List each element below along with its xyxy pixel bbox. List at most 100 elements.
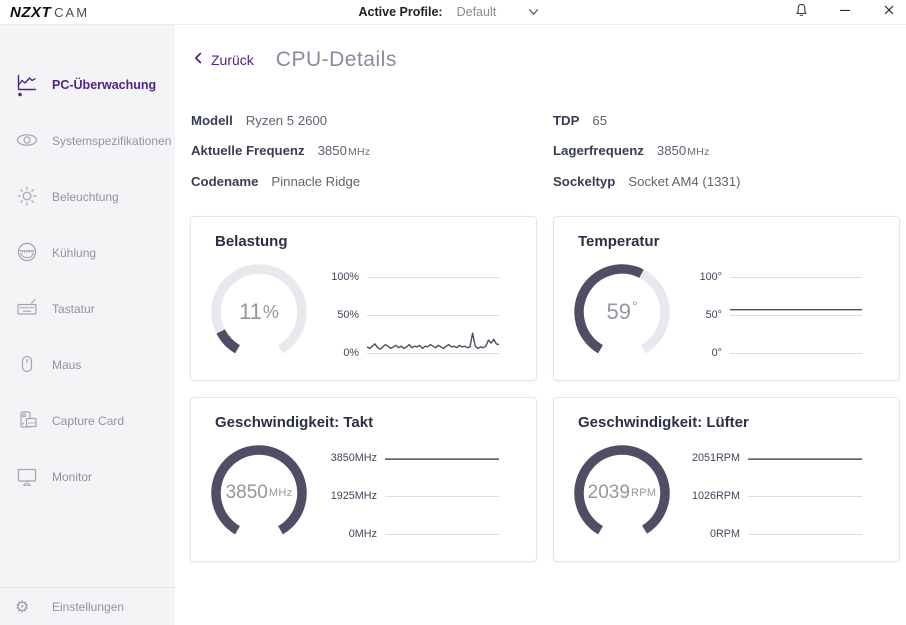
- page-header: Zurück CPU-Details: [191, 48, 397, 72]
- temperature-history-chart: 100° 50° 0°: [688, 271, 862, 359]
- gauge-value: 59: [606, 299, 631, 324]
- minimize-icon: [837, 2, 853, 23]
- metric-card-temperature: Temperatur 59 ° 100° 50° 0°: [553, 216, 900, 381]
- sidebar-item-lighting[interactable]: Beleuchtung: [0, 179, 175, 215]
- mouse-icon: [15, 352, 39, 379]
- sidebar-item-label: Einstellungen: [52, 599, 125, 614]
- eye-icon: [15, 128, 39, 155]
- active-profile-dropdown[interactable]: Active Profile: Default: [359, 5, 541, 19]
- gear-icon: ⚙: [15, 596, 30, 616]
- specs-column-left: Modell Ryzen 5 2600 Aktuelle Frequenz 38…: [191, 112, 370, 203]
- fan-history-chart: 2051RPM 1026RPM 0RPM: [688, 452, 862, 540]
- spec-socket-type: Sockeltyp Socket AM4 (1331): [553, 173, 740, 191]
- titlebar: NZXT CAM Active Profile: Default: [0, 0, 906, 25]
- spec-tdp: TDP 65: [553, 112, 740, 130]
- spec-label: Codename: [191, 174, 259, 189]
- sun-icon: [15, 184, 39, 211]
- cooling-icon: [15, 240, 39, 267]
- metric-card-fan-speed: Geschwindigkeit: Lüfter 2039 RPM 2051RPM…: [553, 397, 900, 562]
- monitor-icon: [15, 464, 39, 491]
- back-label: Zurück: [211, 52, 254, 68]
- spec-value: Ryzen 5 2600: [245, 113, 328, 128]
- svg-text:NZXT: NZXT: [28, 420, 36, 424]
- notifications-button[interactable]: [790, 2, 812, 23]
- spec-label: Lagerfrequenz: [553, 143, 644, 158]
- page-title: CPU-Details: [275, 48, 397, 71]
- sidebar-item-cooling[interactable]: Kühlung: [0, 235, 175, 271]
- axis-tick: 1026RPM: [691, 490, 740, 502]
- gauge-value: 11: [239, 299, 262, 324]
- sidebar-item-keyboard[interactable]: Tastatur: [0, 291, 175, 327]
- load-history-chart: 100% 50% 0%: [325, 271, 499, 359]
- sidebar-item-label: PC-Überwachung: [52, 78, 157, 92]
- spec-value: Socket AM4 (1331): [628, 174, 741, 189]
- line-chart-icon: [15, 72, 39, 99]
- sidebar-item-monitor[interactable]: Monitor: [0, 459, 175, 495]
- axis-tick: 0°: [711, 347, 722, 359]
- spec-unit: MHz: [347, 146, 371, 158]
- axis-tick: 100°: [699, 271, 722, 283]
- load-gauge: 11 %: [209, 262, 309, 362]
- spec-value: 65: [592, 113, 608, 128]
- axis-tick: 1925MHz: [330, 490, 377, 502]
- spec-label: Sockeltyp: [553, 174, 616, 189]
- spec-label: Modell: [191, 113, 233, 128]
- spec-current-frequency: Aktuelle Frequenz 3850 MHz: [191, 142, 370, 161]
- close-button[interactable]: [878, 2, 900, 23]
- logo-text-cam: CAM: [54, 4, 90, 20]
- sidebar-item-label: Kühlung: [52, 246, 97, 260]
- axis-tick: 0%: [343, 347, 359, 359]
- chevron-left-icon: [191, 50, 207, 71]
- sidebar: PC-Überwachung Systemspezifikationen Bel…: [0, 25, 175, 625]
- sidebar-item-label: Maus: [52, 358, 82, 372]
- spec-unit: MHz: [687, 146, 710, 158]
- spec-value: Pinnacle Ridge: [271, 174, 361, 189]
- axis-tick: 50°: [705, 309, 722, 321]
- gauge-unit: MHz: [268, 487, 293, 499]
- axis-tick: 50%: [337, 309, 359, 321]
- specs-column-right: TDP 65 Lagerfrequenz 3850 MHz Sockeltyp …: [553, 112, 740, 203]
- metric-card-clock-speed: Geschwindigkeit: Takt 3850 MHz 3850MHz 1…: [190, 397, 537, 562]
- metric-card-load: Belastung 11 % 100% 50% 0%: [190, 216, 537, 381]
- spec-label: TDP: [553, 113, 580, 128]
- gauge-unit: RPM: [630, 487, 657, 499]
- axis-tick: 0RPM: [710, 528, 740, 540]
- main-content: Zurück CPU-Details Modell Ryzen 5 2600 A…: [175, 25, 906, 625]
- sidebar-item-label: Systemspezifikationen: [52, 134, 172, 148]
- sidebar-item-capture-card[interactable]: NZXT Capture Card: [0, 403, 175, 439]
- axis-tick: 100%: [331, 271, 359, 283]
- sidebar-item-system-specs[interactable]: Systemspezifikationen: [0, 123, 175, 159]
- spec-stock-frequency: Lagerfrequenz 3850 MHz: [553, 142, 740, 161]
- sidebar-item-label: Beleuchtung: [52, 190, 119, 204]
- minimize-button[interactable]: [834, 2, 856, 23]
- axis-tick: 3850MHz: [330, 452, 377, 464]
- sidebar-item-label: Tastatur: [52, 302, 95, 316]
- active-profile-label: Active Profile:: [358, 5, 443, 19]
- gauge-unit: %: [262, 301, 279, 322]
- sidebar-item-label: Capture Card: [52, 414, 125, 428]
- sidebar-item-settings[interactable]: ⚙ Einstellungen: [0, 587, 175, 625]
- gauge-value: 3850: [225, 482, 268, 503]
- gauge-unit: °: [631, 298, 638, 314]
- card-title: Geschwindigkeit: Lüfter: [578, 414, 749, 431]
- card-title: Temperatur: [578, 233, 660, 250]
- capture-card-icon: NZXT: [15, 408, 39, 435]
- clock-history-chart: 3850MHz 1925MHz 0MHz: [325, 452, 499, 540]
- back-button[interactable]: Zurück: [191, 50, 254, 71]
- sidebar-item-label: Monitor: [52, 470, 93, 484]
- card-title: Belastung: [215, 233, 288, 250]
- spec-label: Aktuelle Frequenz: [191, 143, 305, 158]
- card-title: Geschwindigkeit: Takt: [215, 414, 374, 431]
- gauge-value: 2039: [587, 482, 630, 503]
- sidebar-item-mouse[interactable]: Maus: [0, 347, 175, 383]
- logo-text-nzxt: NZXT: [10, 3, 52, 21]
- spec-value: 3850: [656, 143, 687, 158]
- active-profile-value: Default: [456, 5, 497, 19]
- spec-model: Modell Ryzen 5 2600: [191, 112, 370, 130]
- bell-icon: [792, 1, 811, 25]
- clock-gauge: 3850 MHz: [209, 443, 309, 543]
- axis-tick: 0MHz: [348, 528, 377, 540]
- sidebar-item-pc-monitoring[interactable]: PC-Überwachung: [0, 67, 175, 103]
- close-icon: [881, 2, 897, 23]
